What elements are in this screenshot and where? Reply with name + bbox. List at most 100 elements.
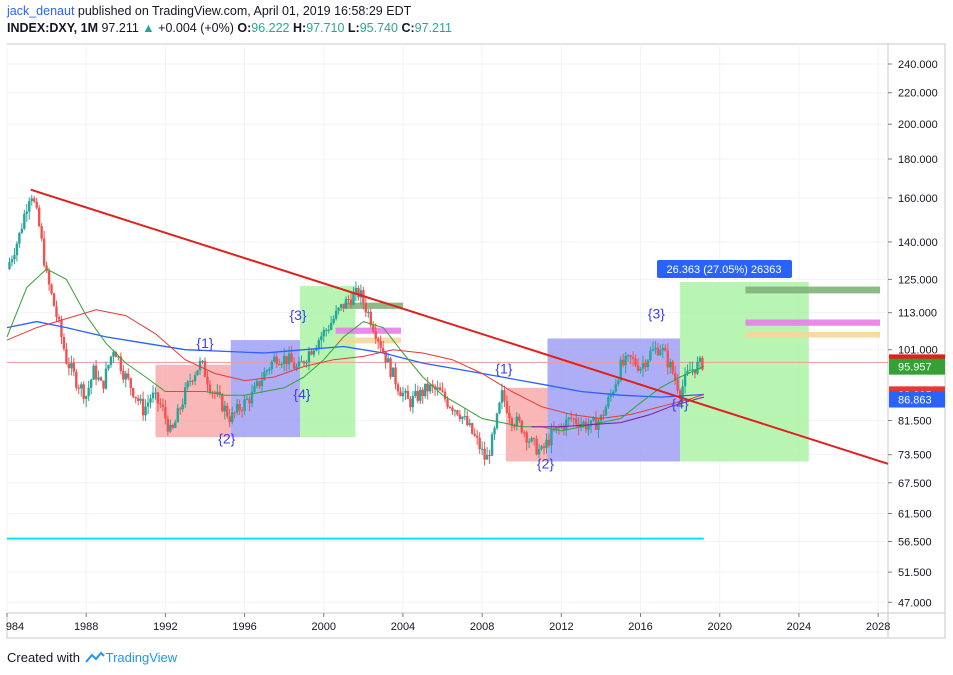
candle-body [174, 422, 177, 428]
candle-body [292, 362, 296, 369]
candle-body [112, 352, 115, 357]
tradingview-brand[interactable]: TradingView [105, 650, 178, 665]
candle-body [441, 390, 444, 392]
candle-body [102, 380, 105, 389]
candle-body [456, 410, 459, 415]
candle-body [228, 416, 231, 423]
candle-body [562, 425, 566, 431]
candle-body [47, 271, 51, 285]
candle-body [374, 331, 377, 339]
candle-body [629, 355, 632, 358]
candle-body [104, 368, 108, 389]
y-tick-label: 47.000 [898, 597, 932, 609]
candle-body [646, 360, 650, 368]
candle-body [414, 390, 417, 396]
candle-body [693, 369, 697, 374]
candle-body [379, 341, 382, 348]
x-tick-label: 1988 [74, 621, 98, 633]
candle-body [295, 366, 298, 369]
candle-body [337, 307, 340, 311]
candle-body [495, 413, 499, 429]
x-tick-label: 1996 [232, 621, 256, 633]
candle-body [691, 369, 694, 371]
x-tick-label: 2020 [707, 621, 731, 633]
candle-body [107, 364, 110, 369]
candle-body [508, 412, 511, 419]
candle-body [159, 403, 162, 405]
candle-body [664, 347, 667, 351]
candle-body [641, 362, 645, 369]
close-label: C: [401, 21, 415, 35]
author-link[interactable]: jack_denaut [7, 4, 75, 18]
wave-label: {1} [196, 335, 213, 351]
candle-body [567, 417, 570, 420]
candle-body [624, 355, 627, 366]
candle-body [310, 351, 313, 355]
last-price: 97.211 [101, 21, 139, 35]
candle-body [463, 415, 467, 417]
candle-body [193, 375, 197, 382]
candle-body [406, 390, 410, 399]
y-tick-label: 180.000 [898, 154, 938, 166]
target-zone [745, 331, 881, 338]
candle-body [161, 404, 165, 408]
high-value: 97.710 [306, 21, 345, 35]
candle-body [80, 384, 83, 389]
candle-body [233, 412, 236, 414]
candle-body [617, 380, 620, 385]
low-value: 95.740 [359, 21, 398, 35]
candle-body [656, 347, 660, 356]
change-arrow-icon: ▲ [142, 21, 155, 35]
time-axis[interactable]: 984 1988 1992 1996 2000 2004 2008 2012 2016 2020 2… [6, 613, 891, 633]
candle-body [347, 299, 350, 301]
candle-body [325, 329, 328, 331]
candle-body [587, 426, 590, 430]
candle-body [626, 355, 630, 357]
high-label: H: [292, 21, 307, 35]
y-tick-label: 101.000 [898, 345, 938, 357]
y-tick-label: 81.500 [898, 416, 932, 428]
y-tick-label: 67.500 [898, 478, 932, 490]
candle-body [42, 238, 46, 266]
x-tick-label: 2028 [866, 621, 890, 633]
candle-body [243, 399, 246, 411]
candle-body [607, 396, 610, 407]
candle-body [485, 455, 489, 460]
open-value: 96.222 [251, 21, 290, 35]
created-with-label: Created with [7, 650, 80, 665]
candle-body [555, 427, 558, 431]
candle-body [221, 394, 224, 412]
price-tags: 97.21195.95788.23586.863 [889, 354, 945, 408]
ma-blue-line [6, 320, 704, 398]
candle-body [399, 391, 402, 397]
candle-body [57, 316, 61, 320]
candle-body [592, 417, 595, 421]
candle-body [77, 387, 80, 389]
target-zones [335, 286, 881, 344]
candle-body [669, 361, 672, 368]
publish-header: jack_denaut published on TradingView.com… [7, 4, 411, 18]
candle-body [676, 379, 679, 391]
x-tick-label: 2000 [312, 621, 336, 633]
wave-label: {4} [293, 386, 310, 402]
candle-body [139, 398, 142, 401]
candle-body [513, 426, 516, 428]
trendline-layer[interactable] [30, 188, 889, 465]
x-tick-label: 2008 [470, 621, 494, 633]
candle-body [13, 255, 16, 260]
measure-tool[interactable]: 26.363 (27.05%) 26363 [657, 260, 792, 278]
candle-body [70, 363, 73, 369]
candle-body [389, 358, 392, 377]
candle-body [686, 370, 689, 375]
symbol-name: INDEX:DXY, 1M [7, 21, 98, 35]
candle-body [453, 410, 457, 412]
candle-body [334, 310, 338, 319]
candle-body [582, 421, 585, 425]
candle-body [424, 383, 427, 396]
candle-body [28, 200, 31, 212]
price-axis[interactable]: 240.000 220.000 200.000 180.000 160.000 140.0… [888, 59, 938, 609]
candle-body [260, 380, 264, 387]
candle-body [275, 356, 278, 365]
candle-body [183, 387, 187, 405]
